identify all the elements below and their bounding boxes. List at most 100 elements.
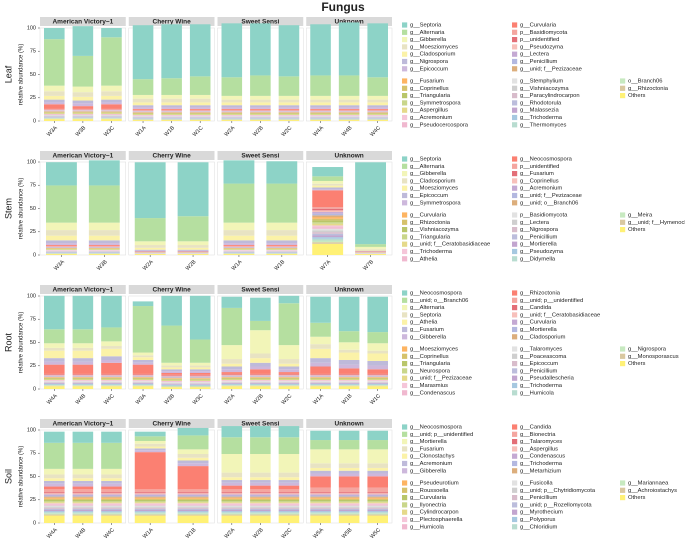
- y-tick-label: 25: [30, 363, 36, 369]
- bar-segment: [221, 509, 243, 512]
- bar-segment: [221, 498, 243, 500]
- legend-label: g__Nigrospora: [628, 347, 667, 353]
- bar-segment: [310, 503, 331, 505]
- legend-label: g__Alternaria: [410, 164, 445, 170]
- bar-segment: [367, 23, 388, 78]
- legend-swatch: [512, 192, 518, 199]
- bar-segment: [221, 503, 243, 505]
- bar-segment: [72, 468, 94, 475]
- y-tick-label: 75: [30, 451, 36, 457]
- bar-segment: [88, 222, 120, 231]
- legend-label: g__Talaromyces: [520, 439, 562, 445]
- bar-segment: [278, 380, 300, 382]
- bar-segment: [44, 468, 65, 475]
- legend-label: g__Trichoderma: [410, 249, 453, 255]
- bar-segment: [338, 378, 360, 380]
- bar-segment: [310, 493, 331, 495]
- bar-segment: [338, 107, 360, 109]
- legend-swatch: [512, 297, 518, 303]
- bar-segment: [72, 361, 94, 365]
- legend-swatch: [402, 346, 408, 352]
- bar-segment: [310, 374, 331, 376]
- legend-label: g__Roussoella: [410, 488, 449, 494]
- bar-segment: [72, 505, 94, 507]
- bar-segment: [134, 497, 166, 499]
- bar-segment: [189, 102, 211, 106]
- bar-segment: [101, 377, 122, 379]
- bar-segment: [177, 507, 209, 509]
- bar-segment: [44, 378, 65, 380]
- bar-segment: [338, 430, 360, 441]
- bar-segment: [278, 497, 300, 499]
- bar-segment: [338, 380, 360, 382]
- bar-segment: [312, 223, 344, 226]
- legend-swatch: [512, 390, 518, 396]
- y-tick-label: 75: [30, 49, 36, 55]
- x-tick-label: W2C: [281, 527, 294, 540]
- legend-label: g__Fusicolla: [520, 481, 553, 487]
- bar-segment: [221, 374, 243, 376]
- bar-segment: [189, 377, 211, 379]
- legend-label: g__Septoria: [410, 312, 442, 318]
- bar-segment: [101, 505, 122, 507]
- legend-label: g__unid; f__Ceratobasidiaceae: [520, 312, 600, 318]
- x-tick-label: W3C: [192, 393, 205, 406]
- bar-segment: [338, 375, 360, 377]
- legend-swatch: [402, 51, 408, 57]
- legend-label: g__Achroiostachys: [628, 488, 677, 494]
- bar-segment: [189, 376, 211, 378]
- y-tick-label: 75: [30, 183, 36, 189]
- facet-strip: [128, 419, 215, 428]
- facet-strip: [217, 285, 304, 294]
- y-tick-label: 0: [33, 252, 36, 258]
- bar-segment: [310, 385, 331, 387]
- bar-segment: [189, 387, 211, 389]
- bar-segment: [101, 102, 122, 105]
- bar-segment: [312, 167, 344, 177]
- bar-segment: [312, 176, 344, 181]
- bar-segment: [278, 489, 300, 493]
- bar-segment: [161, 102, 182, 106]
- bar-segment: [161, 383, 182, 385]
- legend-label: g__Gibberella: [410, 468, 447, 474]
- bar-segment: [72, 489, 94, 493]
- bar-segment: [310, 470, 331, 474]
- legend-label: g__Gibberella: [410, 334, 447, 340]
- bar-segment: [134, 162, 166, 219]
- bar-segment: [221, 376, 243, 377]
- bar-segment: [72, 347, 94, 351]
- bar-segment: [221, 380, 243, 381]
- bar-segment: [338, 383, 360, 385]
- bar-segment: [101, 341, 122, 347]
- legend-swatch: [402, 66, 408, 72]
- bar-segment: [221, 77, 243, 96]
- bar-segment: [101, 373, 122, 375]
- bar-segment: [250, 496, 271, 498]
- bar-segment: [221, 102, 243, 106]
- legend-label: g__Epicoccum: [410, 193, 448, 199]
- bar-segment: [72, 431, 94, 443]
- legend-swatch: [402, 29, 408, 35]
- legend-swatch: [402, 78, 408, 84]
- bar-segment: [250, 453, 271, 473]
- bar-segment: [310, 499, 331, 502]
- bar-segment: [88, 244, 120, 246]
- legend-label: g__Athelia: [410, 320, 438, 326]
- legend-swatch: [512, 446, 518, 452]
- bar-segment: [44, 483, 65, 487]
- bar-segment: [72, 377, 94, 378]
- bar-segment: [367, 470, 388, 474]
- bar-segment: [367, 102, 388, 106]
- bar-segment: [278, 426, 300, 438]
- bar-segment: [310, 102, 331, 106]
- bar-segment: [250, 379, 271, 381]
- bar-segment: [132, 375, 154, 376]
- bar-segment: [72, 376, 94, 378]
- bar-segment: [134, 452, 166, 490]
- bar-segment: [250, 382, 271, 383]
- legend-swatch: [512, 29, 518, 35]
- bar-segment: [72, 373, 94, 375]
- bar-segment: [132, 376, 154, 378]
- bar-segment: [338, 383, 360, 384]
- facet-strip: [40, 419, 126, 428]
